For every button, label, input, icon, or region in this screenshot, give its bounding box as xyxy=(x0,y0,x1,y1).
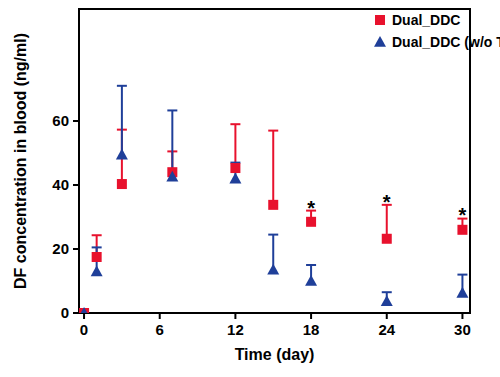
error-bar xyxy=(117,86,127,155)
legend: Dual_DDC Dual_DDC (w/o TR) xyxy=(374,12,500,50)
error-cap xyxy=(382,291,392,293)
point xyxy=(305,275,317,286)
x-tick-label: 24 xyxy=(378,321,395,338)
point xyxy=(117,179,127,189)
y-tick-label: 40 xyxy=(52,176,69,193)
point xyxy=(457,225,467,235)
x-tick-label: 6 xyxy=(156,321,164,338)
legend-label: Dual_DDC (w/o TR) xyxy=(392,34,500,50)
x-tick-label: 0 xyxy=(80,321,88,338)
y-tick xyxy=(73,248,79,250)
x-tick xyxy=(310,313,312,319)
point xyxy=(268,200,278,210)
error-cap xyxy=(92,234,102,236)
x-tick xyxy=(461,313,463,319)
error-stem xyxy=(171,110,173,176)
point xyxy=(79,307,90,313)
point xyxy=(91,265,103,276)
error-cap xyxy=(230,123,240,125)
point xyxy=(381,295,393,306)
y-tick-label: 60 xyxy=(52,112,69,129)
x-tick xyxy=(234,313,236,319)
y-tick-label: 0 xyxy=(61,304,69,321)
error-stem xyxy=(234,124,236,168)
point xyxy=(456,287,468,298)
error-stem xyxy=(272,131,274,205)
annotation: * xyxy=(307,197,315,219)
error-bar xyxy=(268,131,278,205)
error-bar xyxy=(230,124,240,168)
x-tick xyxy=(83,313,85,319)
error-cap xyxy=(167,109,177,111)
point xyxy=(267,264,279,275)
x-tick xyxy=(159,313,161,319)
error-cap xyxy=(457,274,467,276)
error-cap xyxy=(92,246,102,248)
point xyxy=(116,149,128,160)
x-tick-label: 30 xyxy=(454,321,471,338)
error-cap xyxy=(268,130,278,132)
x-tick-label: 18 xyxy=(303,321,320,338)
marks xyxy=(79,86,468,313)
point xyxy=(92,252,102,262)
y-tick-label: 20 xyxy=(52,240,69,257)
annotation: * xyxy=(459,204,467,226)
y-tick xyxy=(73,120,79,122)
annotation: * xyxy=(383,191,391,213)
point xyxy=(382,234,392,244)
y-tick xyxy=(73,184,79,186)
legend-marker xyxy=(374,36,386,47)
plot-frame xyxy=(79,9,470,313)
error-bar xyxy=(167,110,177,176)
error-cap xyxy=(268,234,278,236)
point xyxy=(230,163,240,173)
point xyxy=(166,171,178,182)
x-tick xyxy=(386,313,388,319)
error-cap xyxy=(306,264,316,266)
x-tick-label: 12 xyxy=(227,321,244,338)
legend-label: Dual_DDC xyxy=(392,12,460,28)
y-axis-label: DF concentration in blood (ng/ml) xyxy=(12,33,29,289)
point xyxy=(229,173,241,184)
chart: 0 6 12 18 24 30 0 20 40 60 Time (day) DF concentrat… xyxy=(0,0,500,377)
error-stem xyxy=(121,86,123,155)
y-tick xyxy=(73,312,79,314)
error-cap xyxy=(117,85,127,87)
point xyxy=(79,308,89,313)
x-axis-label: Time (day) xyxy=(235,346,315,363)
legend-marker xyxy=(375,15,385,25)
